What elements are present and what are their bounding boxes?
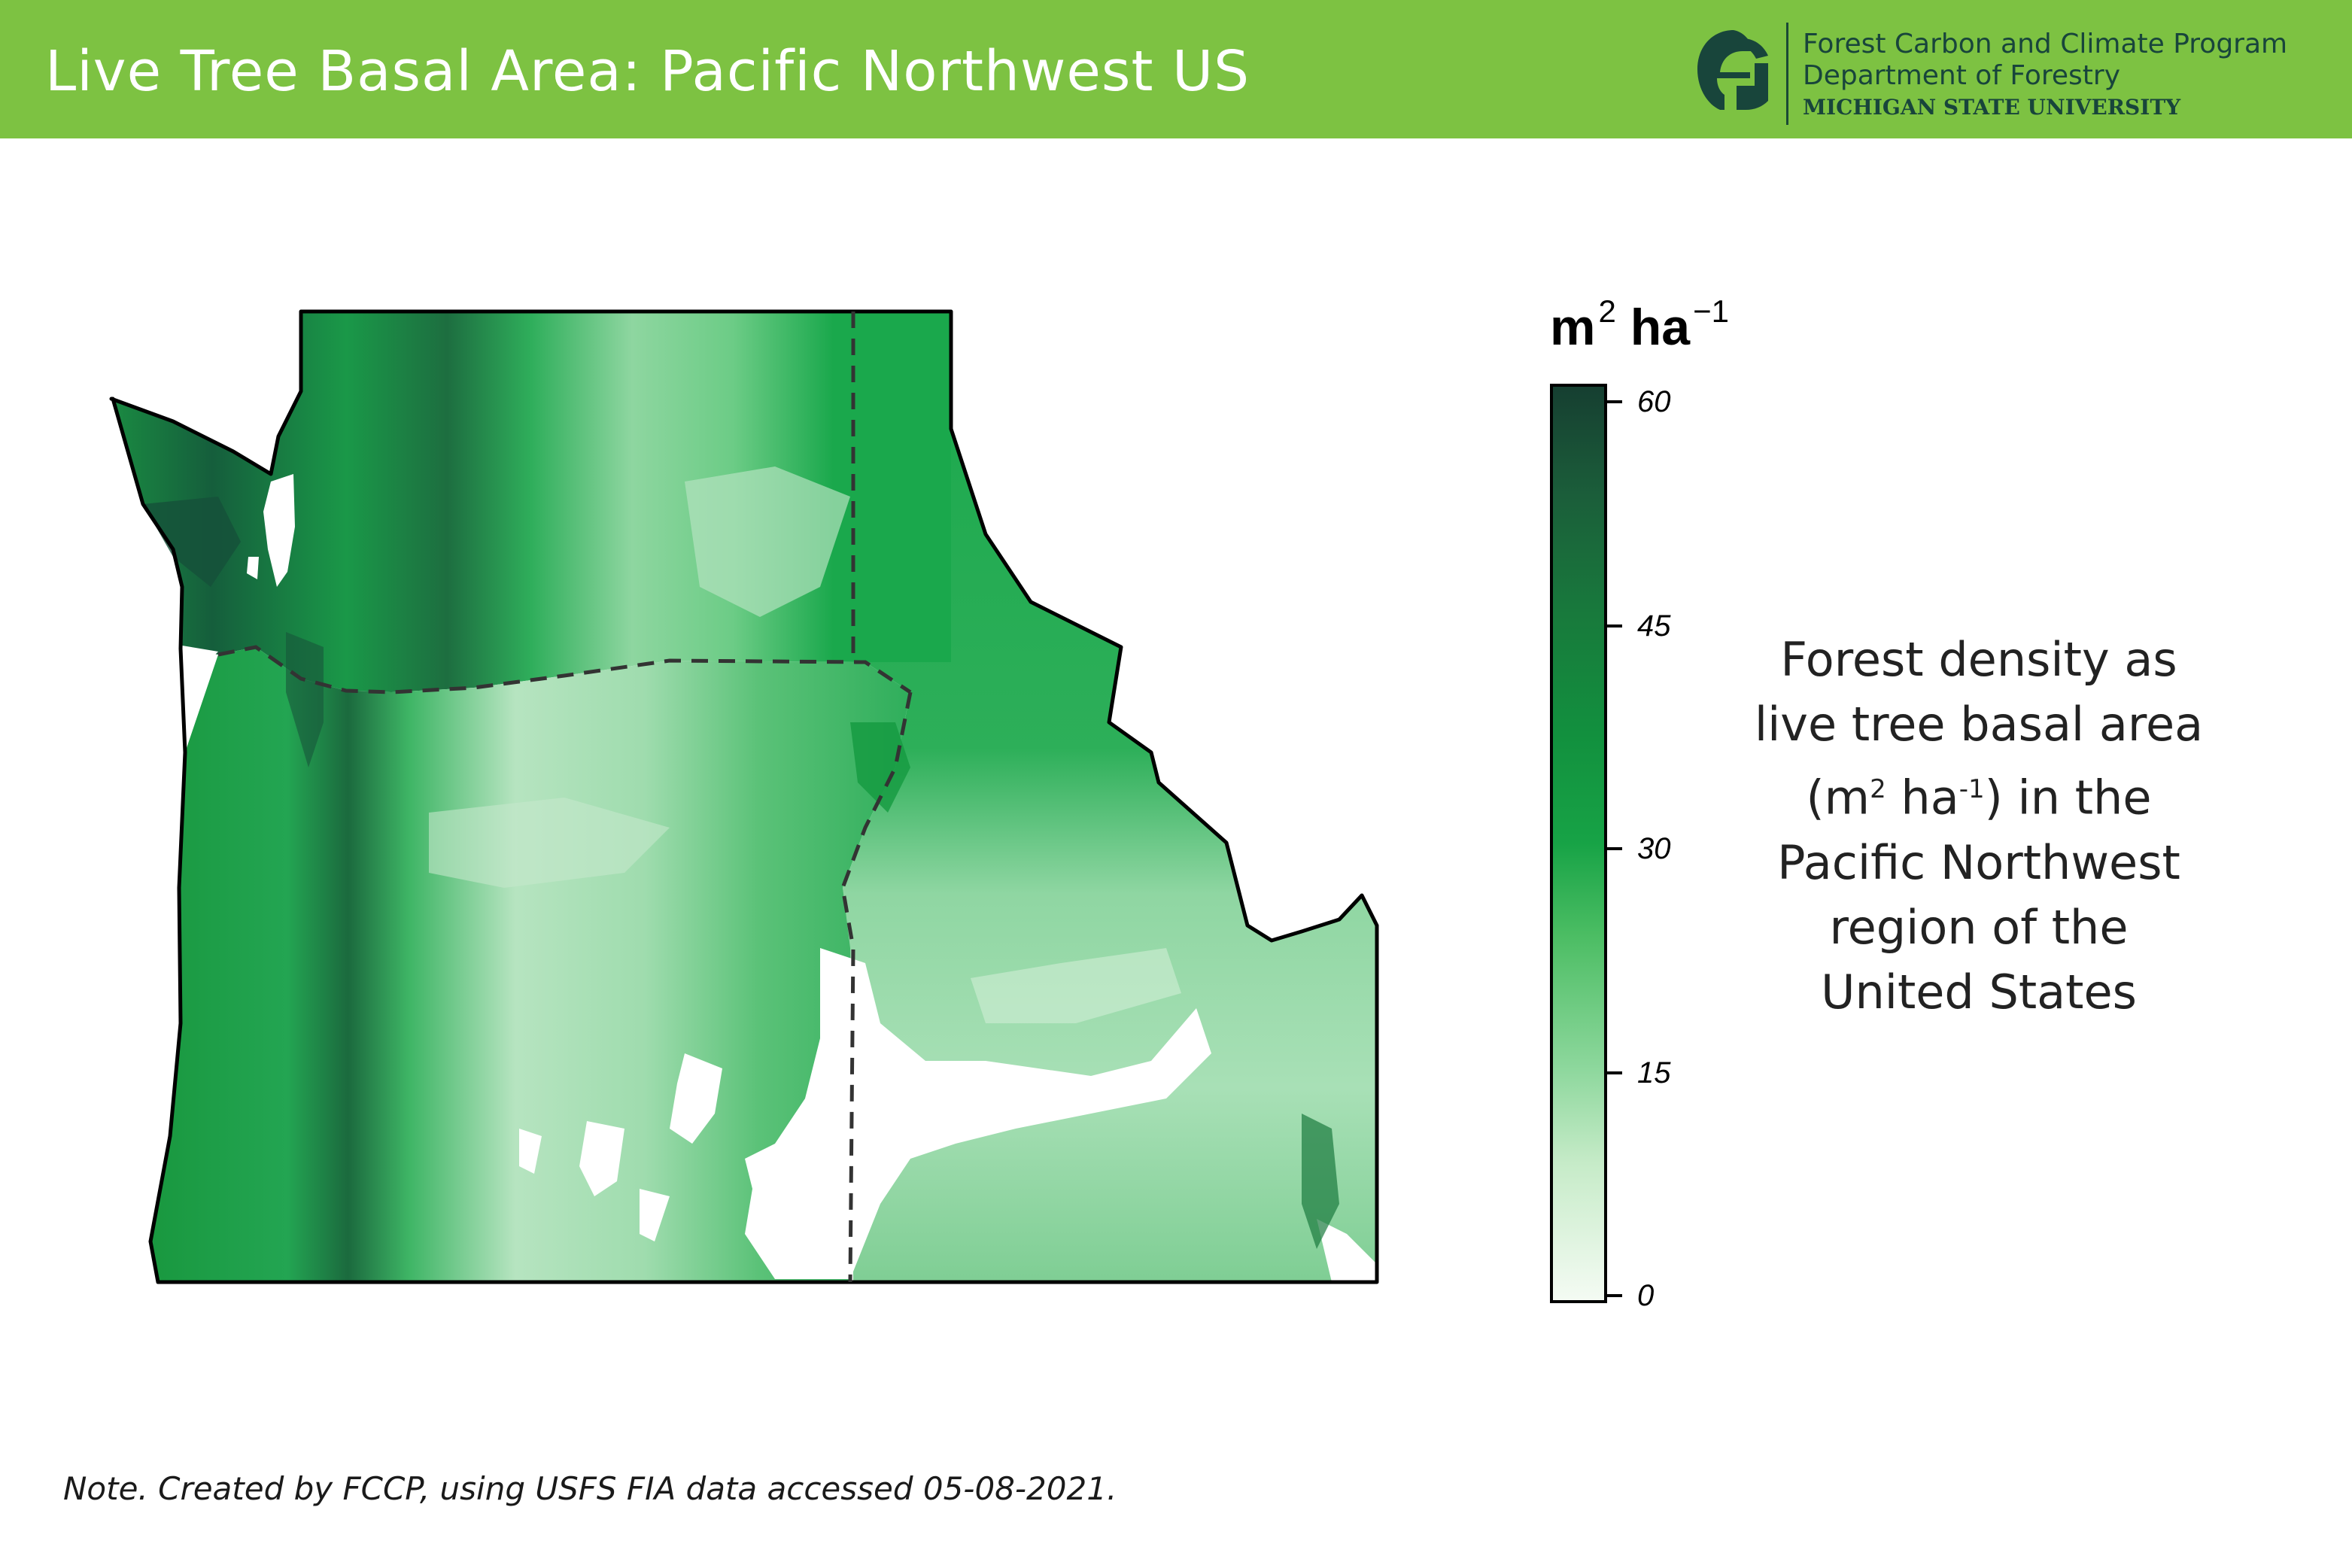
nonforest-area-1 <box>745 948 1211 1279</box>
legend-tick <box>1607 847 1622 850</box>
basal-area-map <box>109 309 1379 1284</box>
wa-id-border <box>851 311 865 664</box>
desc-line: Pacific Northwest <box>1777 834 2180 890</box>
region-outline <box>109 309 1379 1284</box>
legend-tick <box>1607 624 1622 628</box>
legend-tick-label: 0 <box>1637 1279 1655 1312</box>
org-department: Department of Forestry <box>1803 60 2121 91</box>
map-description: Forest density as live tree basal area (… <box>1700 628 2257 1025</box>
header-bar: Live Tree Basal Area: Pacific Northwest … <box>0 0 2352 138</box>
logo-divider <box>1786 23 1788 125</box>
legend-unit-title: m2 ha−1 <box>1550 293 1729 357</box>
legend-color-bar <box>1550 384 1607 1303</box>
nonforest-area-2 <box>670 1053 722 1144</box>
oregon-region <box>150 647 910 1282</box>
legend-unit-m: m <box>1550 299 1596 356</box>
puget-sound <box>263 474 295 587</box>
legend-tick-label: 15 <box>1637 1056 1671 1089</box>
legend-tick-label: 60 <box>1637 385 1671 418</box>
desc-line: region of the <box>1829 899 2129 955</box>
page-title: Live Tree Basal Area: Pacific Northwest … <box>45 39 1250 104</box>
wa-or-border <box>217 645 912 694</box>
legend-tick-label: 45 <box>1637 609 1671 643</box>
desc-line: (m2 ha-1) in the <box>1806 770 2152 825</box>
desc-line: Forest density as <box>1780 632 2177 687</box>
legend-tick-label: 30 <box>1637 832 1671 865</box>
desc-line: live tree basal area <box>1754 697 2204 752</box>
nonforest-area-3 <box>579 1121 624 1196</box>
desc-line: United States <box>1821 964 2137 1020</box>
spartan-helmet-icon <box>1697 30 1768 110</box>
source-note: Note. Created by FCCP, using USFS FIA da… <box>63 1470 1117 1507</box>
org-program: Forest Carbon and Climate Program <box>1803 29 2288 59</box>
org-university: MICHIGAN STATE UNIVERSITY <box>1803 95 2181 120</box>
legend-tick <box>1607 400 1622 403</box>
legend-unit-ha-exp: −1 <box>1693 293 1729 329</box>
legend-unit-m-exp: 2 <box>1598 293 1616 329</box>
legend-tick <box>1607 1071 1622 1074</box>
legend-unit-ha: ha <box>1630 299 1691 356</box>
legend-tick <box>1607 1294 1622 1297</box>
or-id-border <box>840 691 913 1283</box>
idaho-region <box>843 311 1377 1282</box>
